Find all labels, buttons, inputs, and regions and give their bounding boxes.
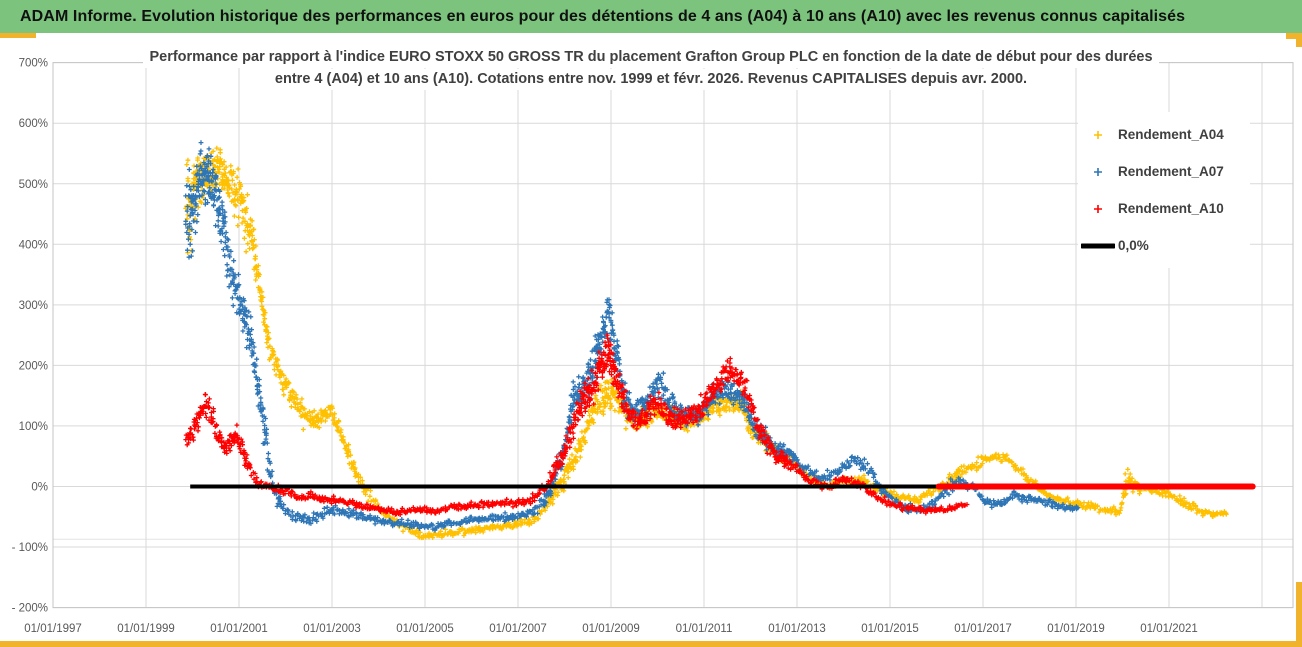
x-axis-tick-label: 01/01/1997 (24, 623, 82, 635)
plus-marker-icon (1078, 129, 1118, 141)
gold-accent-top-right-v (1296, 33, 1302, 47)
x-axis-tick-label: 01/01/2017 (954, 623, 1012, 635)
y-axis-tick-label: 700% (19, 58, 48, 70)
x-axis-tick-label: 01/01/1999 (117, 623, 175, 635)
y-axis-tick-label: 400% (19, 239, 48, 251)
gold-accent-top-right-h (1286, 33, 1302, 39)
legend-item-rendement-a10[interactable]: Rendement_A10 (1078, 190, 1250, 227)
y-axis-tick-label: 100% (19, 421, 48, 433)
x-axis-tick-label: 01/01/2001 (210, 623, 268, 635)
y-axis-tick-label: 0% (31, 482, 48, 494)
gold-border-bottom (0, 641, 1302, 647)
x-axis-tick-label: 01/01/2019 (1047, 623, 1105, 635)
x-axis-tick-label: 01/01/2021 (1140, 623, 1198, 635)
report-title: ADAM Informe. Evolution historique des p… (20, 7, 1186, 25)
y-axis-tick-label: 600% (19, 118, 48, 130)
legend-label: 0,0% (1118, 238, 1149, 253)
y-axis-tick-label: 200% (19, 360, 48, 372)
x-axis-tick-label: 01/01/2005 (396, 623, 454, 635)
x-axis-tick-label: 01/01/2007 (489, 623, 547, 635)
legend-label: Rendement_A04 (1118, 127, 1224, 142)
y-axis-tick-label: - 100% (12, 542, 48, 554)
gold-border-right (1296, 582, 1302, 647)
plus-marker-icon (1078, 203, 1118, 215)
legend-item-rendement-a07[interactable]: Rendement_A07 (1078, 153, 1250, 190)
legend-label: Rendement_A07 (1118, 164, 1224, 179)
y-axis-tick-label: 300% (19, 300, 48, 312)
zero-line-swatch-icon (1078, 242, 1118, 250)
x-axis-tick-label: 01/01/2009 (582, 623, 640, 635)
legend-item-rendement-a04[interactable]: Rendement_A04 (1078, 116, 1250, 153)
plus-marker-icon (1078, 166, 1118, 178)
legend-item-0-0-[interactable]: 0,0% (1078, 227, 1250, 264)
y-axis-tick-label: - 200% (12, 603, 48, 615)
x-axis-tick-label: 01/01/2003 (303, 623, 361, 635)
chart-legend: Rendement_A04 Rendement_A07 Rendement_A10 0… (1078, 112, 1250, 268)
y-axis-tick-label: 500% (19, 179, 48, 191)
report-title-bar: ADAM Informe. Evolution historique des p… (0, 0, 1302, 33)
x-axis-tick-label: 01/01/2011 (676, 623, 733, 635)
x-axis-tick-label: 01/01/2013 (768, 623, 826, 635)
legend-label: Rendement_A10 (1118, 201, 1224, 216)
gold-accent-top-left (0, 33, 36, 38)
x-axis-tick-label: 01/01/2015 (861, 623, 919, 635)
